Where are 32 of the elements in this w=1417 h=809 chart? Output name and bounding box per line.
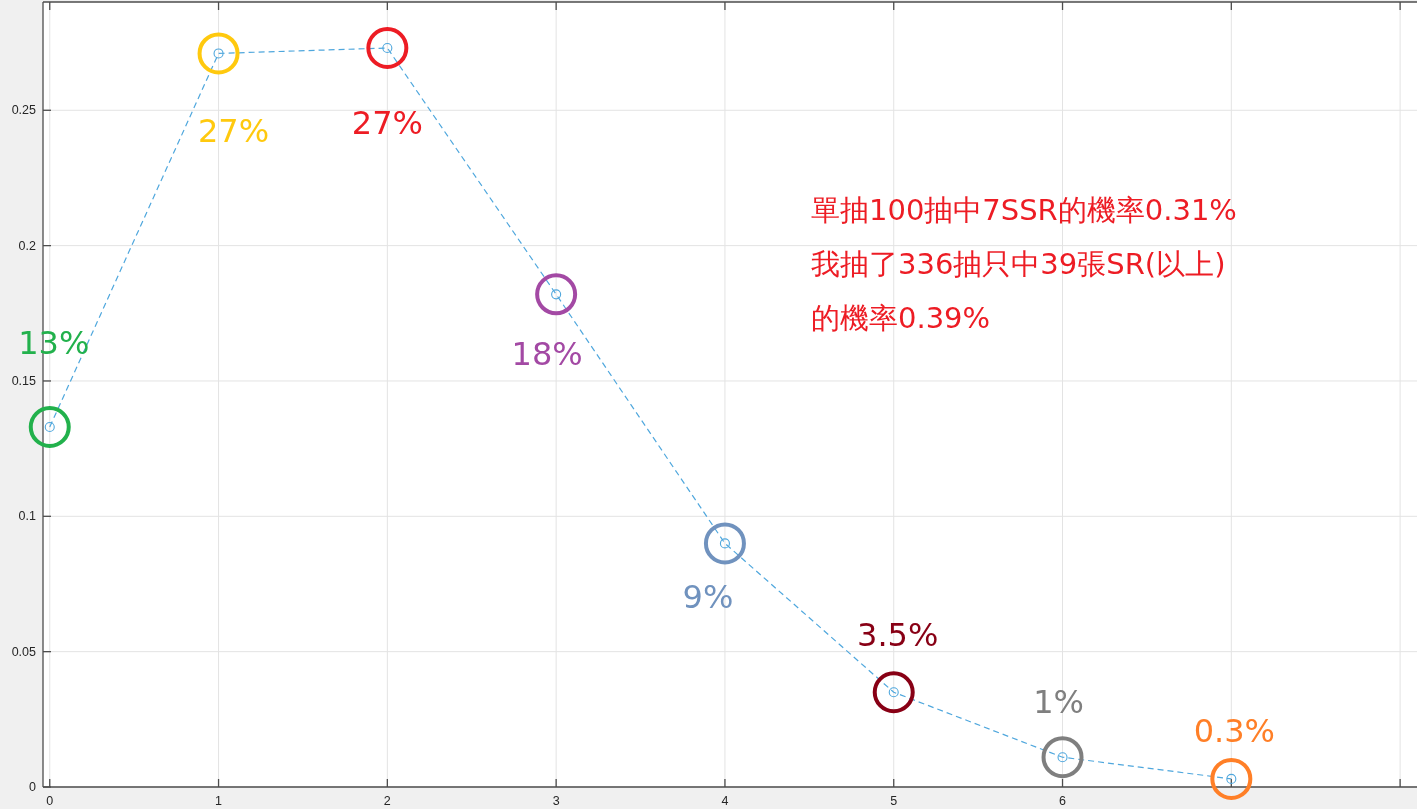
point	[28, 405, 71, 448]
point	[197, 32, 240, 75]
point	[1041, 736, 1084, 779]
point	[703, 522, 746, 565]
data-label: 27%	[351, 104, 423, 143]
x-tick-label: 3	[552, 794, 560, 808]
data-label: 18%	[511, 335, 583, 374]
y-tick-label: 0.25	[11, 103, 37, 118]
data-label: 27%	[197, 112, 270, 151]
point	[1210, 757, 1253, 800]
annotation: 我抽了336抽只中39張SR(以上)	[811, 247, 1226, 281]
x-tick-label: 4	[721, 794, 729, 808]
x-tick-label: 6	[1059, 794, 1067, 808]
x-tick-label: 1	[215, 794, 223, 808]
data-label: 3.5%	[857, 616, 939, 655]
data-label: 1%	[1033, 683, 1084, 722]
point	[872, 671, 915, 714]
point	[366, 27, 409, 70]
y-tick-label: 0.2	[18, 238, 37, 253]
data-label: 0.3%	[1193, 711, 1275, 750]
x-tick-label: 2	[383, 794, 391, 808]
data-label: 13%	[18, 323, 90, 362]
y-tick-label: 0.15	[11, 373, 37, 388]
y-tick-label: 0.1	[18, 509, 37, 524]
annotation: 的機率0.39%	[811, 301, 991, 335]
annotation: 單抽100抽中7SSR的機率0.31%	[811, 193, 1237, 227]
x-tick-label: 5	[890, 794, 898, 808]
y-tick-label: 0.05	[11, 644, 37, 659]
point	[535, 273, 578, 316]
y-tick-label: 0	[29, 780, 37, 794]
data-label: 9%	[682, 578, 734, 617]
x-tick-label: 0	[46, 794, 54, 808]
